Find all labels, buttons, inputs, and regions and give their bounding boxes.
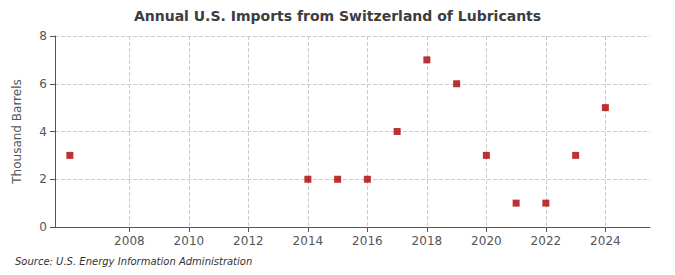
svg-text:0: 0 bbox=[39, 220, 47, 234]
svg-text:8: 8 bbox=[39, 29, 47, 43]
svg-text:6: 6 bbox=[39, 77, 47, 91]
svg-text:Annual U.S. Imports from Switz: Annual U.S. Imports from Switzerland of … bbox=[134, 8, 541, 24]
svg-text:2010: 2010 bbox=[174, 234, 205, 248]
svg-text:2022: 2022 bbox=[531, 234, 562, 248]
svg-text:Source: U.S. Energy Informatio: Source: U.S. Energy Information Administ… bbox=[15, 256, 252, 267]
svg-text:2016: 2016 bbox=[352, 234, 383, 248]
svg-text:2: 2 bbox=[39, 172, 47, 186]
svg-text:4: 4 bbox=[39, 125, 47, 139]
svg-text:2014: 2014 bbox=[293, 234, 324, 248]
svg-text:2008: 2008 bbox=[114, 234, 145, 248]
svg-text:2020: 2020 bbox=[471, 234, 502, 248]
svg-text:2018: 2018 bbox=[412, 234, 443, 248]
svg-text:2024: 2024 bbox=[590, 234, 621, 248]
svg-text:Thousand Barrels: Thousand Barrels bbox=[10, 79, 24, 184]
svg-text:2012: 2012 bbox=[233, 234, 264, 248]
